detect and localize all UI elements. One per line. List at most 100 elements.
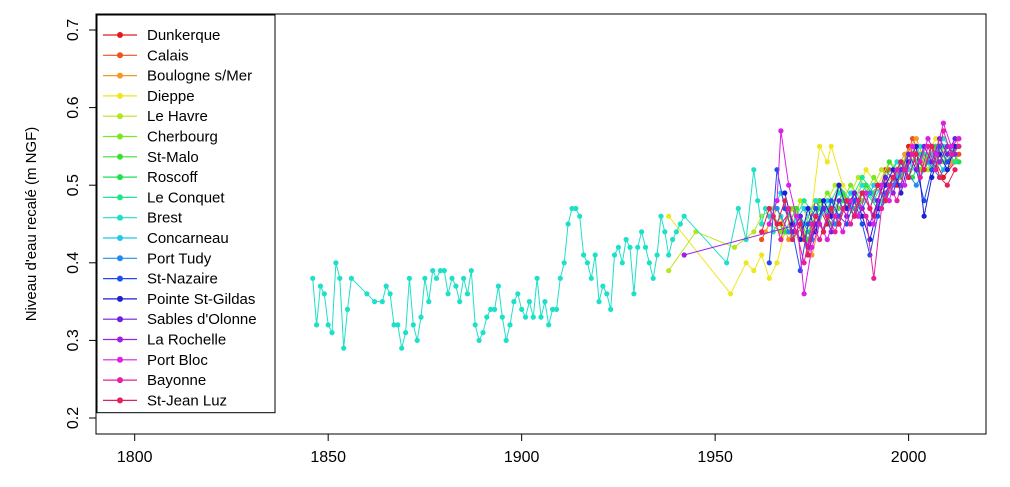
data-point (774, 221, 780, 227)
x-tick-label: 1850 (310, 449, 346, 466)
data-point (820, 205, 827, 212)
data-point (797, 213, 803, 219)
data-point (724, 260, 730, 266)
data-point (909, 151, 916, 157)
data-point (639, 229, 645, 235)
y-tick-label: 0.7 (65, 19, 82, 41)
data-point (848, 221, 854, 227)
data-point (929, 143, 935, 149)
data-point (898, 167, 904, 173)
data-point (944, 182, 950, 188)
data-point (778, 128, 784, 134)
data-point (848, 198, 854, 204)
legend-swatch-point (117, 397, 123, 404)
data-point (913, 151, 919, 157)
data-point (774, 205, 780, 212)
data-point (403, 330, 409, 336)
legend-entry: La Rochelle (103, 332, 226, 349)
data-point (581, 252, 587, 258)
legend-entry: Dieppe (103, 88, 195, 105)
data-point (426, 299, 432, 305)
data-point (809, 244, 815, 250)
legend-label: Sables d'Olonne (147, 311, 257, 328)
legend-entry: Bayonne (103, 372, 206, 389)
data-point (925, 167, 931, 173)
data-point (464, 291, 471, 297)
data-point (878, 182, 885, 188)
data-point (762, 205, 769, 212)
legend-label: Calais (147, 47, 189, 64)
data-point (310, 275, 316, 281)
data-point (940, 128, 947, 134)
legend-label: Port Bloc (147, 352, 208, 369)
data-point (786, 182, 792, 188)
data-point (859, 221, 865, 227)
data-point (871, 182, 877, 188)
series-st-jean-luz (759, 143, 958, 258)
data-point (832, 182, 838, 188)
data-point (805, 252, 811, 258)
series-brest (310, 136, 958, 351)
data-point (611, 252, 618, 258)
data-point (871, 275, 877, 281)
data-point (646, 260, 652, 266)
data-point (813, 198, 819, 204)
data-point (569, 205, 575, 212)
data-point (817, 143, 823, 149)
data-point (782, 190, 788, 196)
data-point (430, 268, 436, 274)
data-point (522, 314, 529, 320)
data-point (314, 322, 320, 328)
data-point (801, 260, 807, 266)
data-point (824, 236, 830, 243)
data-point (797, 221, 803, 227)
x-tick-label: 1950 (697, 449, 733, 466)
data-point (824, 198, 830, 204)
data-point (906, 151, 912, 157)
data-point (940, 120, 947, 126)
data-point (329, 330, 335, 336)
data-point (693, 229, 699, 235)
data-point (952, 151, 958, 157)
data-point (917, 174, 923, 180)
data-point (472, 322, 478, 328)
axes: 1800 1850 1900 1950 2000 0.2 0.3 0.4 0.5 0.6 0.7 (65, 19, 927, 466)
data-point (863, 167, 869, 173)
data-point (441, 268, 447, 274)
data-point (952, 159, 958, 165)
legend-entry: Le Havre (103, 108, 208, 125)
data-point (844, 198, 850, 204)
legend-swatch-point (117, 275, 123, 282)
data-point (952, 167, 958, 173)
legend-entry: Pointe St-Gildas (103, 291, 255, 308)
data-point (453, 283, 459, 289)
x-tick-label: 1800 (117, 449, 153, 466)
data-point (867, 252, 873, 258)
data-point (383, 283, 389, 289)
legend-label: St-Malo (147, 149, 199, 166)
data-point (476, 337, 482, 343)
legend-box (96, 14, 276, 414)
data-point (673, 229, 680, 235)
data-point (913, 143, 919, 149)
data-point (944, 167, 950, 173)
legend-entry: Dunkerque (103, 27, 220, 44)
data-point (344, 306, 351, 312)
data-point (898, 159, 904, 165)
data-point (550, 306, 556, 312)
legend-label: Boulogne s/Mer (147, 68, 252, 85)
data-point (782, 198, 788, 204)
data-point (766, 205, 772, 212)
data-point (623, 236, 629, 243)
legend-swatch-point (117, 133, 123, 140)
data-point (944, 159, 950, 165)
data-point (828, 143, 834, 149)
data-point (859, 213, 865, 219)
data-point (654, 252, 660, 258)
data-point (840, 182, 846, 188)
data-point (824, 190, 830, 196)
data-point (666, 268, 672, 274)
legend-label: La Rochelle (147, 332, 226, 349)
data-point (863, 213, 869, 219)
data-point (867, 221, 873, 227)
